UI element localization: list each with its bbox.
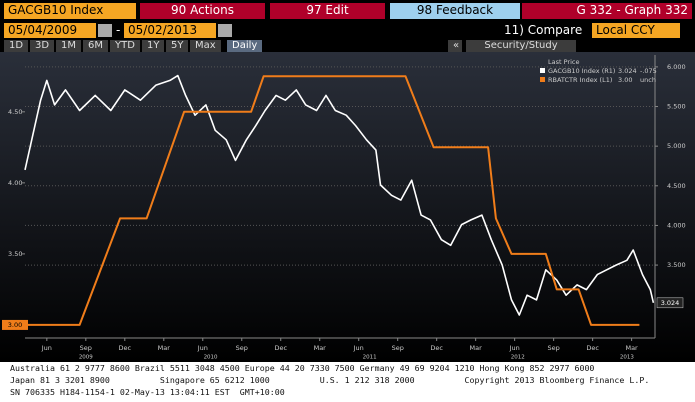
y2-tick-label: 3.500 — [667, 261, 686, 269]
x-tick-label: Sep — [80, 344, 92, 352]
x-tick-label: Sep — [236, 344, 248, 352]
x-tick-label: Mar — [158, 344, 171, 352]
legend-change: unch — [640, 76, 656, 84]
legend-swatch — [540, 68, 545, 73]
legend-last: 3.00 — [618, 76, 632, 84]
x-tick-label: Sep — [392, 344, 404, 352]
y2-tick-label: 6.000 — [667, 63, 686, 71]
period-button[interactable]: YTD — [110, 40, 140, 52]
price-tag-label: 3.00 — [8, 321, 22, 329]
calendar-icon[interactable] — [98, 24, 112, 37]
price-tag — [656, 297, 684, 309]
legend-last: 3.024 — [618, 67, 637, 75]
x-tick-label: Dec — [119, 344, 132, 352]
x-tick-label: Jun — [41, 344, 52, 352]
period-button[interactable]: 5Y — [166, 40, 189, 52]
x-tick-label: Jun — [197, 344, 208, 352]
y2-tick-label: 5.000 — [667, 142, 686, 150]
legend-name: RBATCTR Index (L1) — [548, 76, 612, 84]
x-tick-label: Dec — [430, 344, 443, 352]
actions-menu[interactable]: 90 Actions — [140, 3, 265, 19]
currency-field[interactable]: Local CCY — [592, 23, 680, 38]
year-label: 2012 — [511, 355, 525, 361]
footer: Australia 61 2 9777 8600 Brazil 5511 304… — [0, 362, 695, 402]
price-tag-label: 3.024 — [661, 299, 680, 307]
frequency-button[interactable]: Daily — [227, 40, 263, 52]
period-button[interactable]: 3D — [30, 40, 55, 52]
x-tick-label: Mar — [314, 344, 327, 352]
period-button[interactable]: 1Y — [142, 40, 165, 52]
x-tick-label: Jun — [509, 344, 520, 352]
back-button[interactable]: « — [448, 40, 462, 52]
legend-swatch — [540, 77, 545, 82]
security-field[interactable]: GACGB10 Index — [4, 3, 136, 19]
period-button[interactable]: 1D — [4, 40, 29, 52]
plot-background — [0, 52, 695, 362]
chart: 3.500 4.000 4.500 5.000 5.500 6.000 3.50 4.00 4.… — [0, 52, 695, 362]
legend-change: -.075 — [640, 67, 657, 75]
series-line — [25, 75, 640, 326]
end-date[interactable]: 05/02/2013 — [124, 23, 216, 38]
start-date[interactable]: 05/04/2009 — [4, 23, 96, 38]
x-tick-label: Sep — [548, 344, 560, 352]
x-tick-label: Dec — [274, 344, 287, 352]
legend-name: GACGB10 Index (R1) — [548, 67, 615, 75]
compare-button[interactable]: 11) Compare — [504, 23, 583, 37]
footer-line: Japan 81 3 3201 8900 Singapore 65 6212 1… — [10, 375, 650, 385]
x-tick-label: Dec — [586, 344, 599, 352]
y2-tick-label: 4.500 — [667, 182, 686, 190]
year-label: 2009 — [79, 355, 93, 361]
year-label: 2011 — [363, 355, 377, 361]
y2-tick-label: 5.500 — [667, 103, 686, 111]
period-button[interactable]: 6M — [83, 40, 108, 52]
x-tick-label: Jun — [353, 344, 364, 352]
graph-title: G 332 - Graph 332 — [522, 3, 692, 19]
price-tag — [2, 319, 28, 330]
y-tick-label: 4.00 — [8, 179, 22, 187]
feedback-button[interactable]: 98 Feedback — [390, 3, 520, 19]
year-label: 2013 — [620, 355, 634, 361]
study-button[interactable]: Security/Study — [466, 40, 576, 52]
y-tick-label: 4.50 — [8, 108, 22, 116]
year-label: 2010 — [204, 355, 218, 361]
legend-title: Last Price — [548, 58, 579, 66]
calendar-icon[interactable] — [218, 24, 232, 37]
footer-line: SN 706335 H184-1154-1 02-May-13 13:04:11… — [10, 387, 285, 397]
edit-menu[interactable]: 97 Edit — [270, 3, 385, 19]
date-separator: - — [116, 23, 121, 37]
x-tick-label: Mar — [625, 344, 638, 352]
y-tick-label: 3.50 — [8, 250, 22, 258]
x-tick-label: Mar — [470, 344, 483, 352]
period-button[interactable]: 1M — [56, 40, 81, 52]
y2-tick-label: 4.000 — [667, 221, 686, 229]
footer-line: Australia 61 2 9777 8600 Brazil 5511 304… — [10, 363, 595, 373]
period-button[interactable]: Max — [190, 40, 221, 52]
